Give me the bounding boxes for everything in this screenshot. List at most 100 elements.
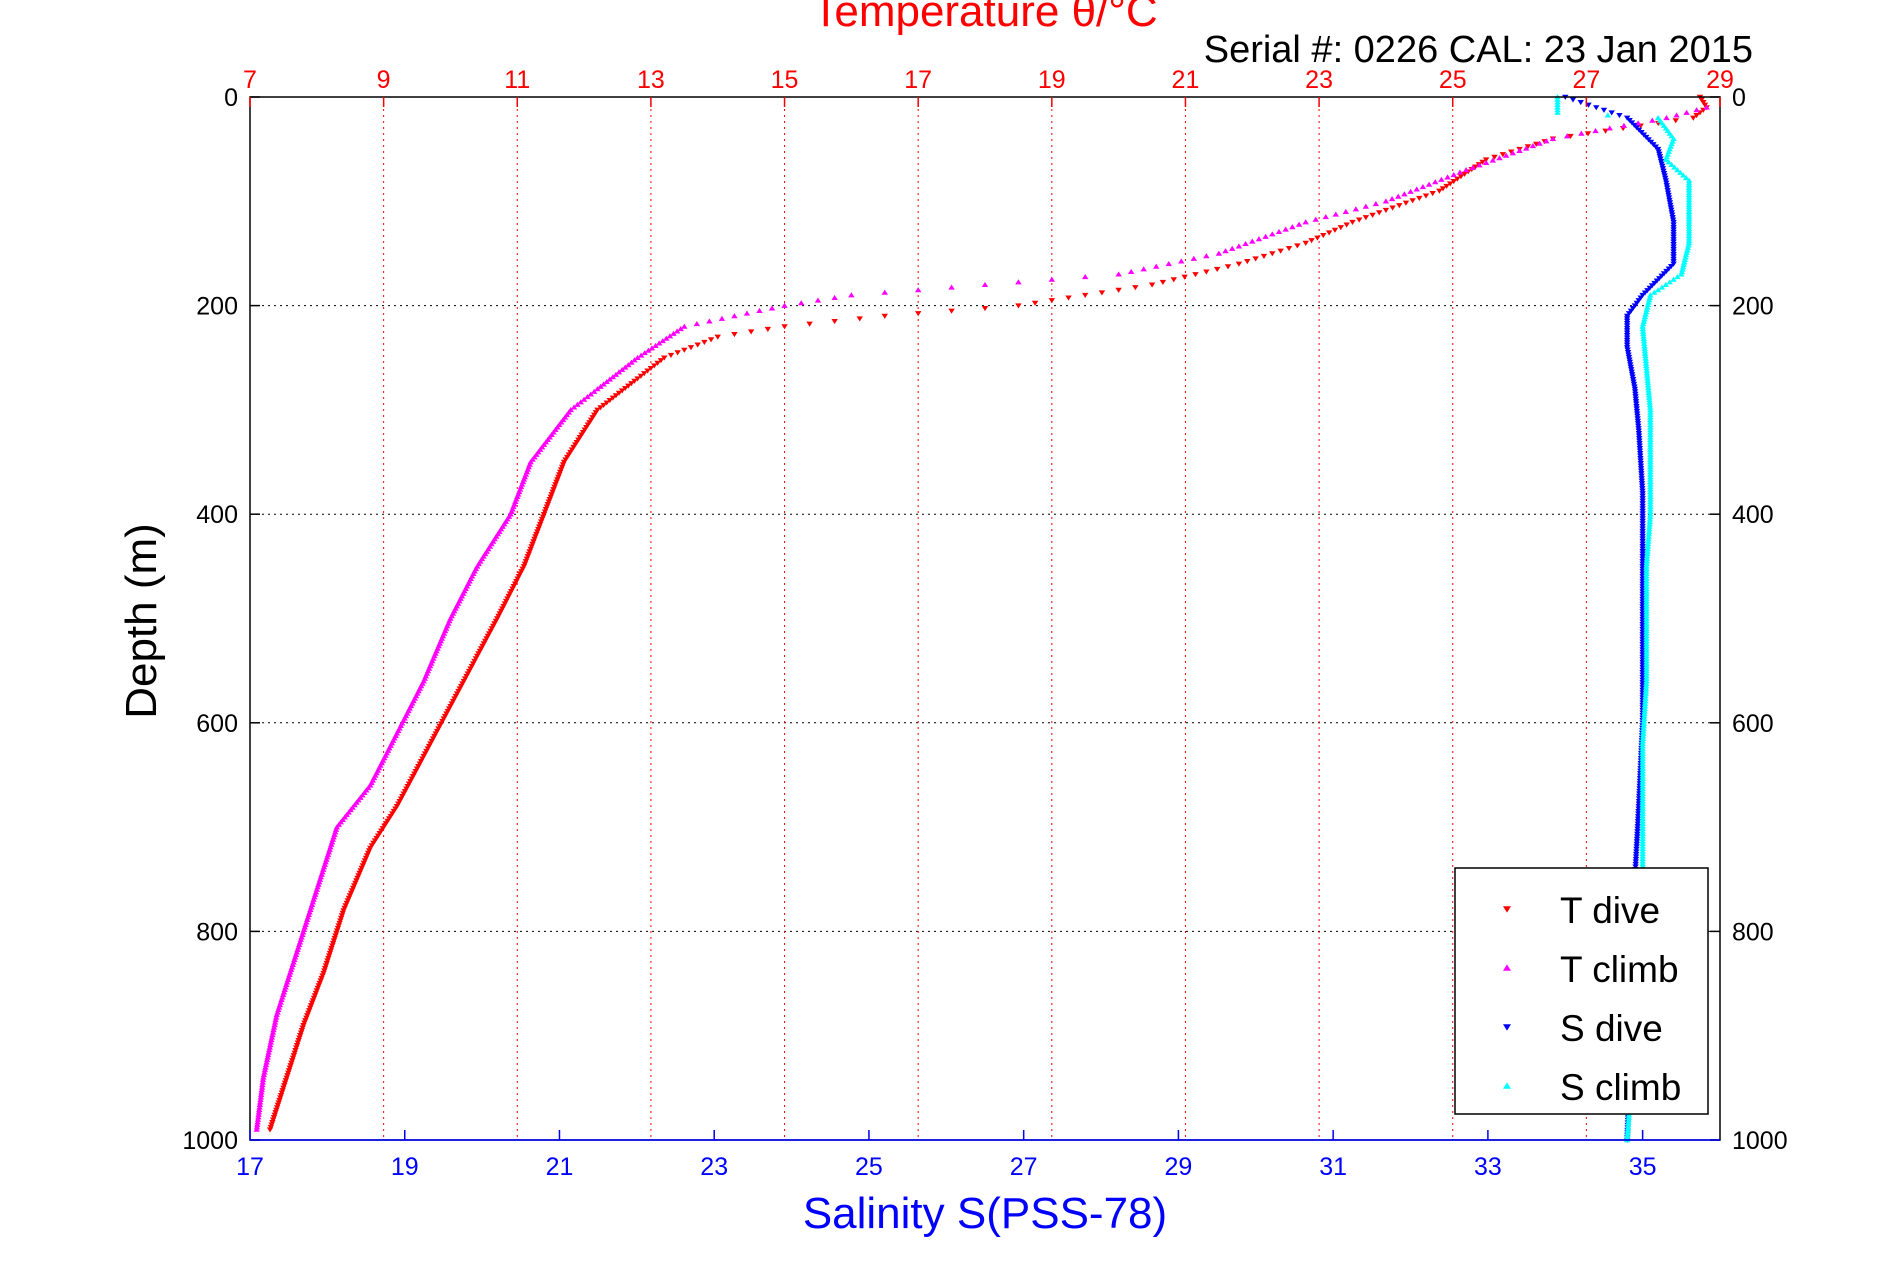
legend-marker-t-climb xyxy=(1503,964,1511,971)
profile-marker xyxy=(1643,362,1650,368)
profile-marker xyxy=(1332,211,1339,217)
profile-marker xyxy=(1678,269,1686,275)
profile-marker xyxy=(1672,118,1679,124)
profile-marker xyxy=(1616,113,1623,119)
profile-marker xyxy=(1402,200,1410,206)
legend-marker-s-dive xyxy=(1503,1024,1511,1031)
profile-marker xyxy=(1624,1129,1631,1135)
profile-marker xyxy=(631,357,638,363)
salinity-tick-label: 25 xyxy=(855,1153,883,1181)
profile-marker xyxy=(1244,259,1251,265)
y-tick-label-right: 0 xyxy=(1732,84,1746,112)
profile-marker xyxy=(597,383,604,389)
profile-marker xyxy=(1289,224,1296,230)
profile-marker xyxy=(914,287,922,293)
salinity-tick-label: 21 xyxy=(546,1153,574,1181)
profile-marker xyxy=(1645,528,1653,534)
profile-marker xyxy=(1312,216,1319,222)
profile-marker xyxy=(1115,287,1122,293)
profile-marker xyxy=(1342,208,1350,214)
profile-marker xyxy=(1153,263,1160,269)
profile-marker xyxy=(1641,340,1648,346)
profile-marker xyxy=(831,319,838,325)
profile-marker xyxy=(1600,107,1608,113)
profile-marker xyxy=(590,388,598,394)
profile-marker xyxy=(1646,521,1653,527)
salinity-tick-label: 17 xyxy=(236,1153,264,1181)
profile-marker xyxy=(1641,700,1649,706)
profile-marker xyxy=(1502,152,1510,158)
data-point xyxy=(1382,198,1390,204)
legend-label-s-dive: S dive xyxy=(1560,1008,1663,1049)
data-point xyxy=(1215,250,1223,256)
profile-marker xyxy=(1642,685,1650,691)
legend-label-t-dive: T dive xyxy=(1560,890,1660,931)
profile-marker xyxy=(1499,152,1507,158)
profile-marker xyxy=(693,320,701,327)
profile-marker xyxy=(647,365,655,372)
profile-marker xyxy=(1190,255,1198,261)
profile-marker xyxy=(1642,688,1650,694)
profile-marker xyxy=(1640,720,1648,726)
profile-marker xyxy=(652,342,659,348)
data-point xyxy=(1302,240,1309,246)
profile-marker xyxy=(1680,172,1687,178)
profile-marker xyxy=(1255,236,1263,242)
profile-marker xyxy=(914,311,922,317)
profile-marker xyxy=(1640,338,1648,344)
profile-marker xyxy=(1222,248,1229,254)
profile-marker xyxy=(1641,350,1649,356)
x-axis-label-salinity: Salinity S(PSS-78) xyxy=(803,1189,1167,1238)
profile-marker xyxy=(1680,261,1687,267)
profile-marker xyxy=(747,329,755,335)
profile-marker xyxy=(1640,723,1647,729)
profile-marker xyxy=(637,352,645,358)
profile-marker xyxy=(1450,179,1457,185)
profile-marker xyxy=(270,1026,277,1033)
profile-marker xyxy=(641,350,648,356)
profile-marker xyxy=(673,328,681,334)
profile-marker xyxy=(1644,543,1652,549)
profile-marker xyxy=(1646,394,1653,400)
profile-marker xyxy=(1646,516,1654,522)
data-point xyxy=(714,334,721,340)
profile-marker xyxy=(1645,533,1652,539)
profile-marker xyxy=(263,1059,270,1065)
profile-marker xyxy=(1262,233,1269,239)
profile-marker xyxy=(1646,518,1654,524)
profile-marker xyxy=(1677,169,1684,175)
profile-marker xyxy=(1640,335,1647,341)
data-point xyxy=(1639,323,1646,329)
profile-marker xyxy=(663,335,670,341)
profile-marker xyxy=(1432,179,1439,185)
profile-marker xyxy=(1285,245,1293,252)
profile-marker xyxy=(881,289,888,295)
profile-marker xyxy=(261,1067,269,1073)
profile-marker xyxy=(1203,269,1210,275)
profile-marker xyxy=(756,307,763,314)
profile-marker xyxy=(1643,372,1651,378)
profile-marker xyxy=(1651,289,1658,295)
profile-marker xyxy=(1362,203,1370,209)
profile-marker xyxy=(1454,176,1461,182)
chart-subtitle: Serial #: 0226 CAL: 23 Jan 2015 xyxy=(1204,29,1753,71)
profile-marker xyxy=(258,1089,265,1095)
profile-marker xyxy=(1642,683,1650,689)
profile-marker xyxy=(1450,171,1457,178)
profile-marker xyxy=(1641,705,1648,711)
profile-marker xyxy=(1645,297,1653,303)
profile-marker xyxy=(1641,710,1648,716)
profile-marker xyxy=(1496,155,1503,161)
profile-marker xyxy=(1282,226,1289,232)
data-point xyxy=(260,1074,267,1080)
profile-marker xyxy=(256,1101,264,1107)
profile-marker xyxy=(1577,99,1584,106)
data-point xyxy=(1148,282,1156,288)
profile-marker xyxy=(1643,680,1650,686)
profile-marker xyxy=(1489,157,1497,163)
profile-marker xyxy=(743,310,751,316)
profile-marker xyxy=(1409,198,1416,204)
profile-marker xyxy=(1682,252,1690,258)
profile-marker xyxy=(645,347,652,353)
y-tick-label-right: 800 xyxy=(1732,918,1774,946)
